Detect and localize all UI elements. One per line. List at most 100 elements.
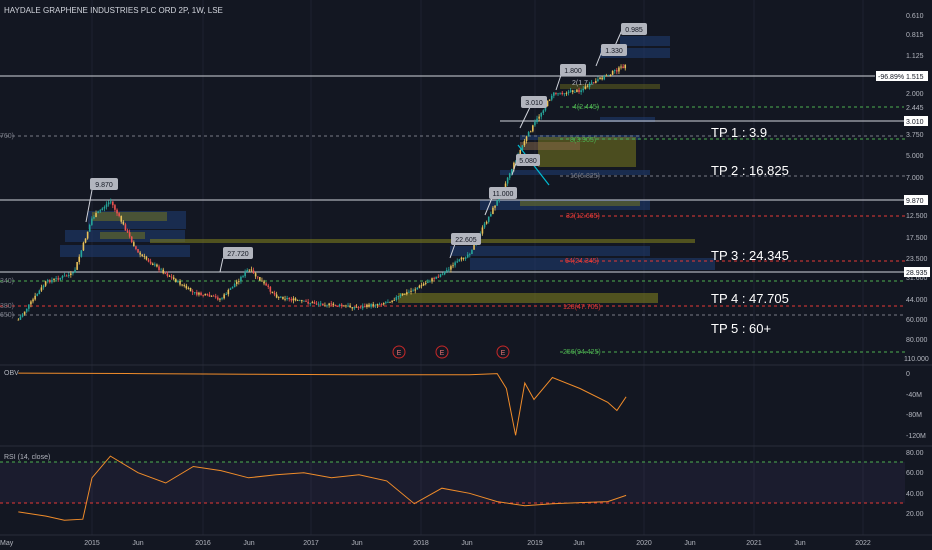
candle-body [122, 221, 125, 225]
candle-body [336, 306, 339, 307]
candle-body [571, 90, 574, 93]
candle-body [393, 299, 396, 301]
candle-body [82, 242, 85, 251]
candle-body [412, 290, 414, 292]
candle-body [91, 218, 93, 225]
candle-body [168, 275, 171, 277]
candle-body [546, 100, 549, 107]
candle-body [231, 287, 234, 289]
time-tick-jun-2017: Jun [351, 540, 362, 547]
candle-body [395, 297, 398, 300]
time-tick-jun-2015: Jun [132, 540, 143, 547]
candle-body [149, 261, 152, 264]
candle-body [464, 257, 467, 259]
candle-body [334, 305, 337, 307]
candle-body [290, 299, 293, 301]
candle-body [67, 275, 70, 277]
obv-label: OBV [4, 370, 19, 377]
candle-body [462, 257, 465, 259]
candle-body [372, 304, 375, 306]
candle-body [250, 269, 253, 271]
left-edge-labels: 760) 340) 380) 650) [0, 133, 14, 319]
candle-body [36, 294, 39, 296]
last-price-change: -96.89% [878, 74, 904, 81]
candle-body [263, 281, 265, 284]
candle-body [301, 300, 303, 302]
candle-body [273, 293, 276, 295]
left-label-4: 650) [0, 312, 14, 319]
price-tick-14: 80.000 [906, 337, 928, 344]
candle-body [529, 131, 532, 133]
candle-body [418, 285, 421, 288]
callout-3010: 3.010 [521, 96, 547, 108]
horizontal-lines [0, 75, 905, 273]
candle-body [330, 303, 333, 305]
candle-body [70, 273, 72, 276]
price-tick-4: 2.000 [906, 91, 924, 98]
time-tick-2016: 2016 [195, 540, 211, 547]
candle-body [496, 200, 498, 206]
candle-body [28, 304, 30, 309]
price-tick-2: 0.815 [906, 32, 924, 39]
candle-body [527, 132, 530, 137]
candle-body [595, 80, 597, 83]
candle-body [466, 254, 469, 258]
candle-body [38, 290, 41, 295]
candle-body [557, 93, 559, 95]
candle-body [607, 75, 610, 76]
price-tick-12: 44.000 [906, 297, 928, 304]
candle-body [611, 70, 614, 75]
candle-body [580, 90, 582, 93]
candle-body [99, 210, 102, 212]
candle-body [387, 302, 389, 304]
candle-body [439, 274, 442, 277]
candle-body [599, 77, 601, 80]
candle-body [185, 285, 188, 289]
candle-body [175, 279, 177, 282]
candle-body [555, 92, 557, 94]
tag-3010: 3.010 [904, 116, 928, 126]
tag-9870-text: 9.870 [906, 198, 924, 205]
earnings-marker-2-text: E [440, 350, 445, 357]
time-tick-2022: 2022 [855, 540, 871, 547]
candle-body [30, 301, 32, 305]
candle-body [588, 83, 591, 87]
candle-body [181, 284, 183, 286]
candle-body [364, 306, 366, 308]
candle-body [315, 303, 318, 305]
candle-body [317, 303, 320, 305]
callout-27720-text: 27.720 [227, 251, 249, 258]
price-callouts: 9.870 27.720 22.605 11.000 5.080 3.010 1… [90, 23, 647, 259]
candle-body [450, 266, 452, 270]
obv-tick-4: -120M [906, 433, 926, 440]
candle-body [221, 298, 223, 300]
candle-body [84, 238, 87, 243]
obv-tick-1: 0 [906, 371, 910, 378]
candle-body [370, 304, 372, 307]
price-tick-8: 12.500 [906, 213, 928, 220]
candle-body [403, 293, 406, 295]
candle-body [179, 280, 181, 285]
candle-body [424, 282, 427, 284]
candle-body [567, 91, 570, 94]
candle-body [46, 280, 49, 282]
candle-body [532, 125, 534, 132]
candle-body [202, 294, 204, 296]
last-price-tag: -96.89% 1.515 [876, 71, 928, 81]
candle-body [196, 292, 198, 295]
candle-body [156, 264, 158, 267]
candle-body [353, 306, 356, 309]
candle-body [338, 304, 341, 307]
candle-body [116, 209, 118, 214]
candle-body [130, 236, 133, 243]
candle-body [445, 270, 448, 272]
time-tick-jun-2020: Jun [684, 540, 695, 547]
time-tick-2021: 2021 [746, 540, 762, 547]
candle-body [616, 70, 618, 72]
candle-body [93, 216, 95, 219]
tp-2-label: TP 2 : 16.825 [711, 163, 789, 178]
candle-body [374, 305, 377, 307]
candle-body [44, 281, 47, 286]
candle-body [422, 283, 425, 286]
candle-body [586, 86, 589, 88]
